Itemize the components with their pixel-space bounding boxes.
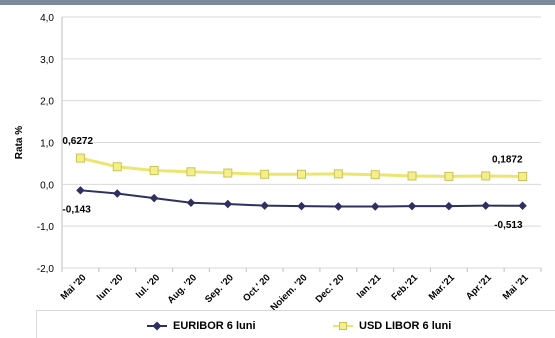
legend: EURIBOR 6 luni USD LIBOR 6 luni xyxy=(36,310,555,338)
data-label: -0,143 xyxy=(62,204,91,215)
data-point-euribor xyxy=(334,202,343,211)
x-tick-label: Oct.' 20 xyxy=(241,272,273,304)
data-point-usd-libor xyxy=(518,172,528,182)
x-tick-label: Aug. '20 xyxy=(165,272,199,306)
data-label: 0,6272 xyxy=(62,136,93,147)
y-tick-label: 2,0 xyxy=(40,97,54,108)
top-border xyxy=(0,0,555,5)
data-point-euribor xyxy=(223,199,233,209)
legend-item-euribor: EURIBOR 6 luni xyxy=(147,320,256,332)
y-tick-label: -2,0 xyxy=(37,264,55,275)
x-tick-label: Iul. '20 xyxy=(134,272,162,300)
diamond-icon xyxy=(152,321,162,331)
data-point-euribor xyxy=(113,189,122,198)
data-point-usd-libor xyxy=(186,167,196,177)
data-point-euribor xyxy=(260,201,269,210)
y-axis-title: Rata % xyxy=(14,126,25,159)
y-tick-label: 3,0 xyxy=(40,55,54,66)
y-tick-label: -1,0 xyxy=(37,222,55,233)
data-point-usd-libor xyxy=(260,169,270,179)
data-point-euribor xyxy=(186,198,196,207)
x-tick-label: Mar.'21 xyxy=(427,272,458,303)
data-point-euribor xyxy=(370,202,380,211)
legend-label-euribor: EURIBOR 6 luni xyxy=(173,320,256,332)
data-point-euribor xyxy=(76,186,85,195)
data-point-usd-libor xyxy=(112,162,122,172)
x-tick-label: Iun. '20 xyxy=(95,272,126,303)
data-point-usd-libor xyxy=(370,170,380,180)
data-point-usd-libor xyxy=(75,153,85,163)
data-point-usd-libor xyxy=(481,171,491,181)
y-tick-label: 1,0 xyxy=(40,139,54,150)
legend-item-usd-libor: USD LIBOR 6 luni xyxy=(333,320,451,332)
data-point-usd-libor xyxy=(149,166,159,176)
x-tick-label: Sep. '20 xyxy=(203,272,236,305)
x-tick-label: Feb.'21 xyxy=(390,272,421,303)
data-label: -0,513 xyxy=(494,220,523,231)
data-point-usd-libor xyxy=(333,169,343,179)
data-point-usd-libor xyxy=(444,171,454,181)
square-icon xyxy=(339,322,347,330)
y-tick-label: 0,0 xyxy=(40,180,54,191)
data-point-euribor xyxy=(518,201,527,211)
data-point-usd-libor xyxy=(407,171,417,181)
legend-label-usd-libor: USD LIBOR 6 luni xyxy=(359,320,452,332)
data-label: 0,1872 xyxy=(492,155,523,166)
legend-swatch-euribor xyxy=(147,321,167,331)
y-tick-label: 4,0 xyxy=(40,13,54,24)
line-chart: 4,0 3,0 2,0 1,0 0,0 -1,0 -2,0 Mai '20 Iun. '20 Iu… xyxy=(14,13,542,312)
x-tick-label: Apr.'21 xyxy=(464,272,494,302)
legend-swatch-usd-libor xyxy=(333,321,353,331)
data-point-euribor xyxy=(481,201,490,210)
x-tick-label: Mai '21 xyxy=(501,272,531,302)
x-tick-label: Noiem. '20 xyxy=(269,272,310,312)
data-point-usd-libor xyxy=(223,168,233,178)
x-tick-label: Mai '20 xyxy=(59,272,89,302)
data-point-usd-libor xyxy=(297,169,306,179)
data-point-euribor xyxy=(297,201,306,211)
data-point-euribor xyxy=(444,201,454,211)
x-tick-label: Ian.'21 xyxy=(355,272,384,301)
data-point-euribor xyxy=(149,193,159,203)
x-tick-label: Dec.' 20 xyxy=(314,272,347,305)
data-point-euribor xyxy=(407,201,417,211)
